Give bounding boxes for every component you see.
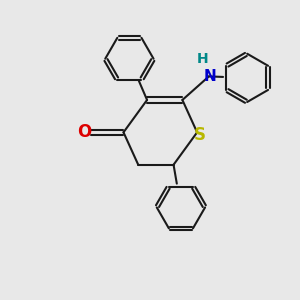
Text: N: N (204, 69, 217, 84)
Text: H: H (197, 52, 209, 66)
Text: S: S (194, 126, 206, 144)
Text: O: O (77, 123, 92, 141)
